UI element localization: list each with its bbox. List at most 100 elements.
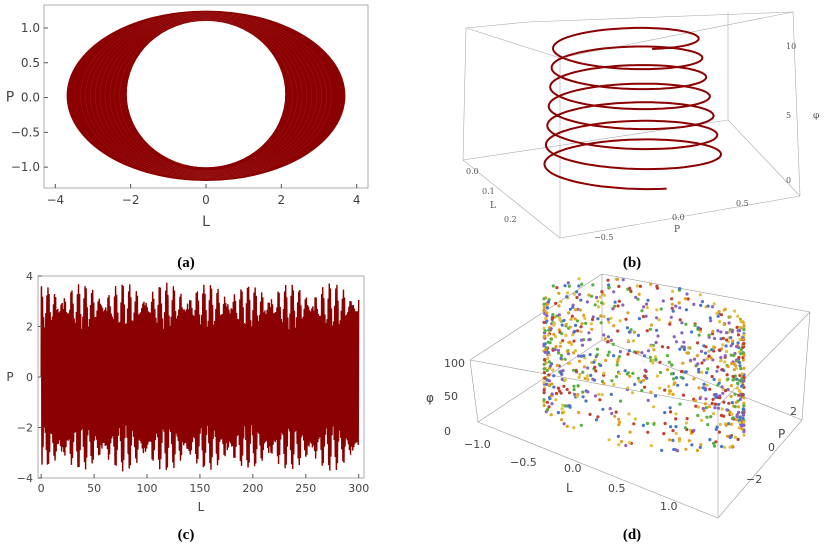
scatter-point (542, 367, 546, 371)
scatter-point (606, 340, 610, 344)
scatter-point (721, 343, 725, 347)
scatter-point (637, 379, 641, 383)
scatter-point (718, 378, 722, 382)
scatter-point (652, 422, 656, 426)
scatter-point (614, 375, 619, 379)
scatter-point (551, 284, 555, 288)
scatter-point (674, 304, 678, 308)
scatter-point (575, 319, 579, 323)
scatter-point (543, 376, 547, 380)
scatter-point (665, 354, 669, 358)
scatter-point (699, 418, 704, 422)
scatter-point (700, 370, 704, 374)
scatter-point (555, 363, 559, 368)
scatter-point (627, 349, 631, 353)
scatter-point (547, 405, 551, 409)
scatter-point (655, 316, 659, 320)
scatter-point (546, 357, 550, 361)
box-edge (801, 311, 811, 421)
scatter-point (571, 303, 575, 307)
scatter-point (717, 310, 721, 314)
scatter-point (708, 316, 712, 320)
scatter-point (735, 386, 739, 390)
scatter-point (561, 369, 565, 373)
scatter-point (600, 393, 604, 397)
scatter-point (554, 398, 558, 402)
box-edge (717, 311, 811, 407)
scatter-point (705, 371, 709, 375)
scatter-point (742, 366, 746, 370)
scatter-point (545, 368, 549, 373)
scatter-point (736, 437, 740, 441)
scatter-point (656, 334, 660, 338)
scatter-point (589, 373, 593, 377)
scatter-point (556, 386, 560, 390)
scatter-point (704, 406, 708, 410)
x-tick-label: 0.1 (482, 187, 495, 196)
scatter-point (733, 405, 737, 409)
scatter-point (565, 349, 569, 353)
scatter-point (699, 349, 704, 353)
x-tick-label: 0.5 (608, 482, 626, 495)
scatter-point (593, 303, 597, 307)
scatter-point (706, 304, 710, 308)
scatter-point (736, 329, 740, 333)
scatter-point (556, 348, 560, 352)
box-edge (469, 273, 603, 361)
scatter-point (655, 328, 659, 332)
scatter-point (687, 439, 691, 443)
scatter-point (643, 385, 647, 389)
scatter-point (542, 326, 546, 330)
scatter-point (705, 357, 709, 361)
scatter-point (740, 384, 744, 388)
scatter-point (542, 305, 546, 309)
scatter-point (657, 318, 661, 322)
scatter-point (670, 302, 674, 306)
scatter-point (711, 329, 715, 333)
scatter-point (726, 387, 730, 392)
scatter-point (576, 329, 580, 333)
scatter-point (740, 377, 744, 381)
scatter-point (629, 289, 633, 293)
scatter-point (547, 360, 552, 364)
scatter-point (572, 426, 576, 430)
scatter-point (740, 427, 744, 431)
scatter-point (660, 448, 664, 452)
scatter-point (542, 388, 546, 392)
scatter-point (727, 401, 731, 405)
x-tick-label: 0 (202, 193, 210, 207)
scatter-point (564, 322, 568, 326)
box-edge (527, 11, 794, 23)
scatter-point (642, 305, 646, 309)
scatter-point (555, 286, 559, 290)
scatter-point (719, 413, 724, 417)
scatter-point (700, 361, 704, 365)
scatter-point (626, 311, 630, 315)
scatter-point (637, 292, 641, 296)
scatter-point (711, 358, 715, 362)
scatter-point (566, 281, 570, 285)
scatter-point (722, 400, 726, 404)
scatter-point (608, 407, 612, 411)
scatter-point (690, 443, 694, 447)
scatter-point (542, 297, 546, 301)
scatter-point (686, 297, 690, 301)
scatter-point (607, 350, 611, 354)
scatter-point (742, 324, 746, 328)
x-tick-label: −1.0 (464, 438, 491, 451)
scatter-point (672, 377, 676, 381)
scatter-point (599, 314, 603, 318)
scatter-point (695, 448, 699, 452)
scatter-point (739, 320, 743, 324)
scatter-point (635, 284, 639, 288)
scatter-point (609, 338, 613, 342)
scatter-point (557, 291, 561, 295)
x-tick-label: −0.5 (510, 456, 537, 469)
scatter-point (582, 365, 587, 369)
scatter-point (550, 392, 554, 396)
scatter-point (545, 408, 550, 412)
scatter-point (563, 284, 567, 288)
scatter-point (552, 332, 556, 336)
scatter-point (689, 358, 693, 362)
scatter-point (734, 366, 738, 370)
